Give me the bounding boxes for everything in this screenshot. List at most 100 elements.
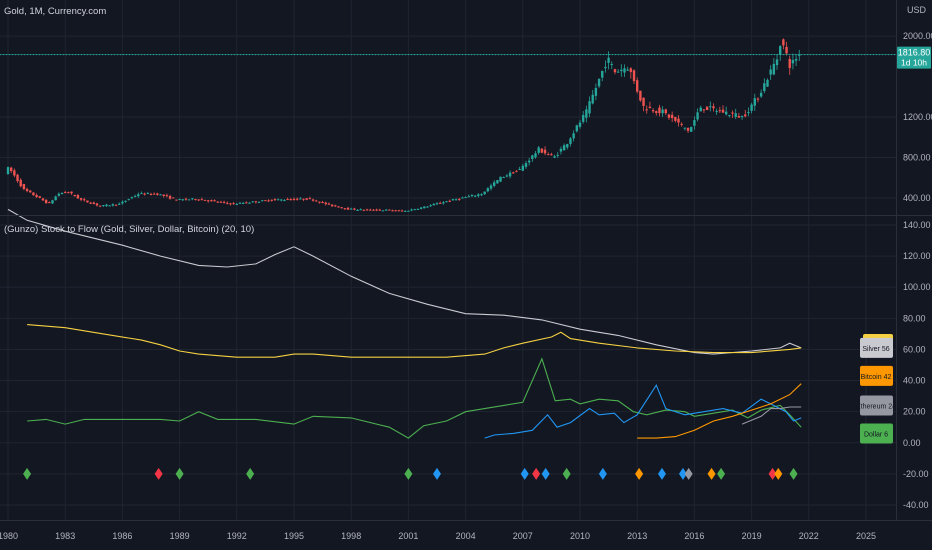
signal-diamond — [768, 467, 777, 480]
candle-body — [798, 54, 801, 56]
candle-body — [241, 203, 245, 205]
candle-body — [286, 199, 289, 201]
indicator-axis[interactable]: 140.00 120.00 100.00 80.00 60.00 40.00 20.00 0.… — [903, 220, 931, 510]
candle-body — [416, 208, 420, 210]
candle-body — [79, 198, 83, 200]
candle-body — [384, 209, 388, 211]
time-axis[interactable]: 1980 1983 1986 1989 1992 1995 1998 2001 2004 2007… — [0, 531, 876, 541]
candle-body — [210, 200, 213, 202]
candle-body — [512, 172, 515, 174]
candle-body — [44, 199, 48, 204]
symbol-title[interactable]: Gold, 1M, Currency.com — [4, 6, 106, 17]
signal-diamond — [562, 467, 571, 480]
candle-body — [152, 193, 156, 195]
candle-body — [248, 202, 251, 204]
candle-body — [572, 133, 575, 139]
candle-body — [156, 193, 159, 195]
candle-body — [477, 194, 480, 197]
candle-body — [559, 148, 563, 152]
candle-body — [423, 206, 426, 209]
series-ethereum-line — [741, 406, 802, 425]
candle-body — [378, 209, 381, 211]
candle-body — [280, 199, 283, 201]
signal-diamond — [246, 467, 255, 480]
time-tick-label: 1983 — [55, 531, 75, 541]
candle-body — [38, 196, 41, 198]
candle-body — [591, 94, 594, 104]
candle-body — [219, 201, 223, 203]
series-silver-line — [7, 208, 802, 355]
candle-body — [527, 160, 531, 163]
candle-body — [531, 155, 534, 160]
candle-body — [588, 101, 591, 114]
candle-body — [149, 193, 153, 195]
candle-body — [597, 78, 601, 87]
candle-body — [130, 197, 134, 199]
candle-body — [623, 68, 626, 73]
candle-body — [391, 210, 394, 212]
candle-body — [114, 204, 118, 206]
candle-body — [197, 199, 200, 201]
candle-body — [651, 110, 655, 112]
signal-diamond — [532, 467, 541, 480]
candle-body — [413, 209, 416, 211]
candle-body — [432, 203, 436, 206]
signal-markers — [23, 467, 798, 480]
candle-body — [283, 200, 286, 202]
candle-body — [779, 46, 782, 55]
signal-diamond — [774, 467, 783, 480]
candle-body — [146, 192, 150, 194]
candle-body — [340, 207, 343, 209]
candle-body — [200, 199, 204, 201]
indicator-legend: Silver 56 Bitcoin 42 Ethereum 24 Dollar 6 — [856, 334, 896, 444]
candle-body — [187, 199, 191, 201]
candle-body — [32, 192, 35, 196]
candle-body — [740, 115, 744, 118]
candle-body — [172, 197, 175, 199]
candle-body — [41, 198, 45, 201]
indicator-tick-label: 120.00 — [903, 251, 931, 261]
series-gold-line — [27, 324, 802, 358]
candle-body — [216, 201, 219, 203]
indicator-tick-label: 20.00 — [903, 407, 926, 417]
candle-body — [521, 165, 524, 171]
bar-countdown: 1d 10h — [901, 58, 927, 68]
candle-body — [22, 184, 26, 190]
candle-body — [759, 92, 763, 97]
candle-body — [766, 79, 769, 87]
candle-body — [19, 179, 22, 187]
candle-body — [794, 58, 798, 61]
candle-body — [683, 127, 687, 129]
candle-body — [6, 167, 10, 175]
candle-body — [407, 210, 410, 212]
time-tick-label: 2019 — [742, 531, 762, 541]
candle-body — [60, 193, 64, 195]
last-price-tag: 1816.80 1d 10h — [897, 46, 931, 69]
candle-body — [791, 60, 795, 64]
indicator-tick-label: 100.00 — [903, 282, 931, 292]
candle-body — [67, 192, 70, 194]
signal-diamond — [789, 467, 798, 480]
candle-body — [670, 114, 674, 119]
candle-body — [273, 199, 277, 201]
legend-badge — [860, 395, 893, 416]
candle-body — [594, 87, 598, 96]
price-axis[interactable]: 400.00 800.00 1200.00 2000.00 — [903, 31, 932, 203]
candle-body — [699, 107, 702, 112]
candle-body — [70, 191, 73, 194]
candle-body — [785, 46, 788, 54]
candle-body — [613, 69, 617, 73]
candle-body — [324, 202, 327, 205]
candle-body — [566, 143, 569, 148]
time-tick-label: 1992 — [227, 531, 247, 541]
candle-body — [664, 109, 667, 114]
candle-body — [191, 198, 194, 200]
time-tick-label: 2007 — [513, 531, 533, 541]
indicator-title[interactable]: (Gunzo) Stock to Flow (Gold, Silver, Dol… — [4, 224, 254, 235]
candle-body — [753, 98, 756, 106]
candle-body — [585, 109, 588, 118]
candle-body — [102, 205, 105, 207]
legend-label: Ethereum 24 — [856, 403, 896, 410]
candle-body — [553, 156, 556, 158]
